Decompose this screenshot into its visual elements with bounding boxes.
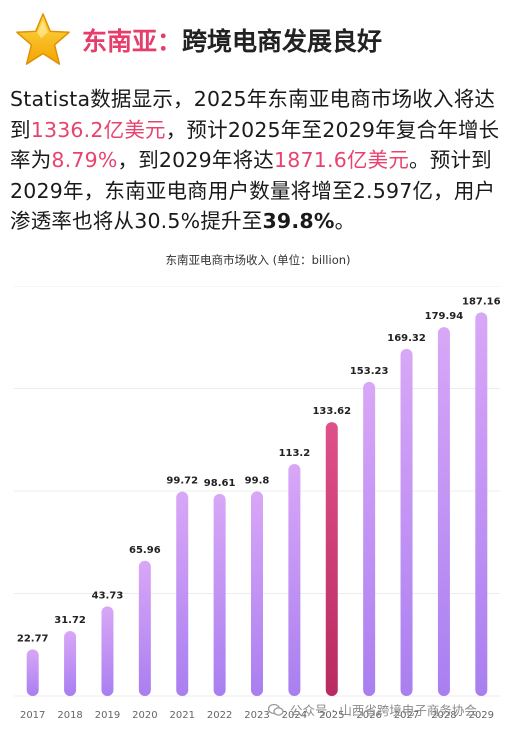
bar-2023 (251, 491, 263, 696)
para-text-2: ，预计2025年至2029年复合年增长率为 (10, 117, 500, 173)
cagr-value: 8.79% (51, 148, 118, 172)
x-tick-2024: 2024 (282, 710, 307, 721)
data-label-2018: 31.72 (54, 615, 86, 626)
data-label-2026: 153.23 (350, 366, 389, 377)
bar-layer (26, 312, 488, 696)
data-label-2021: 99.72 (166, 476, 198, 487)
bar-2019 (101, 606, 114, 696)
label-layer: 22.77 31.72 43.73 65.96 99.72 98.61 99.8 113.2 1… (17, 296, 501, 644)
bar-2017 (26, 649, 39, 696)
chart-title: 东南亚电商市场收入 (单位：billion) (165, 253, 351, 267)
data-label-2025: 133.62 (312, 406, 351, 417)
bar-2024 (288, 463, 301, 696)
para-text-5: 。 (334, 209, 356, 233)
x-tick-2028: 2028 (431, 710, 456, 721)
data-label-2023: 99.8 (245, 475, 270, 486)
bar-2029 (475, 312, 488, 696)
bar-2026 (363, 381, 376, 696)
data-label-2017: 22.77 (17, 633, 49, 644)
x-tick-2018: 2018 (57, 710, 82, 721)
x-tick-2023: 2023 (244, 710, 269, 721)
bar-2027 (400, 348, 413, 696)
bar-2028 (437, 327, 450, 696)
para-text-4: 。预计到2029年，东南亚电商用户数量将增至2.597亿，用户渗透率也将从30.… (10, 148, 496, 233)
penetration-rate-2029: 39.8% (262, 209, 335, 233)
x-tick-2021: 2021 (170, 710, 195, 721)
data-label-2020: 65.96 (129, 545, 161, 556)
market-revenue-2029: 1871.6亿美元 (274, 148, 410, 172)
header: 东南亚： 跨境电商发展良好 (14, 10, 504, 70)
watermark-text: 公众号 · 山西省跨境电子商务协会 (290, 703, 477, 718)
data-label-2029: 187.16 (462, 296, 501, 307)
x-tick-2027: 2027 (394, 710, 419, 721)
star-icon (16, 13, 70, 65)
wechat-icon (268, 703, 284, 716)
title-accent: 东南亚： (82, 27, 183, 56)
data-label-2019: 43.73 (92, 590, 124, 601)
x-tick-2025: 2025 (319, 710, 344, 721)
data-label-2028: 179.94 (425, 311, 464, 322)
page-title: 跨境电商发展良好 (182, 27, 383, 56)
summary-paragraph: Statista数据显示，2025年东南亚电商市场收入将达到1336.2亿美元，… (10, 84, 506, 237)
bar-2022 (213, 493, 226, 696)
x-tick-2017: 2017 (20, 710, 45, 721)
para-text-3: ，到2029年将达 (117, 148, 275, 172)
bar-chart: 22.77 31.72 43.73 65.96 99.72 98.61 99.8 113.2 1… (0, 285, 516, 730)
chart-svg: 22.77 31.72 43.73 65.96 99.72 98.61 99.8 113.2 1… (14, 285, 501, 721)
x-tick-2026: 2026 (356, 710, 381, 721)
tick-layer: 2017 2018 2019 2020 2021 2022 2023 2024 2025 2026… (20, 710, 494, 721)
bar-2025 (325, 422, 338, 696)
data-label-2027: 169.32 (387, 333, 426, 344)
data-label-2024: 113.2 (279, 448, 311, 459)
x-tick-2019: 2019 (95, 710, 120, 721)
data-label-2022: 98.61 (204, 478, 236, 489)
market-revenue-2025: 1336.2亿美元 (30, 117, 166, 142)
bar-2021 (176, 491, 189, 696)
para-text-1: Statista数据显示，2025年东南亚电商市场收入将达到 (10, 87, 496, 142)
x-tick-2020: 2020 (132, 710, 157, 721)
x-tick-2029: 2029 (469, 710, 494, 721)
bar-2020 (138, 560, 151, 696)
watermark: 公众号 · 山西省跨境电子商务协会 (268, 700, 477, 719)
bar-2018 (64, 630, 77, 696)
x-tick-2022: 2022 (207, 710, 232, 721)
